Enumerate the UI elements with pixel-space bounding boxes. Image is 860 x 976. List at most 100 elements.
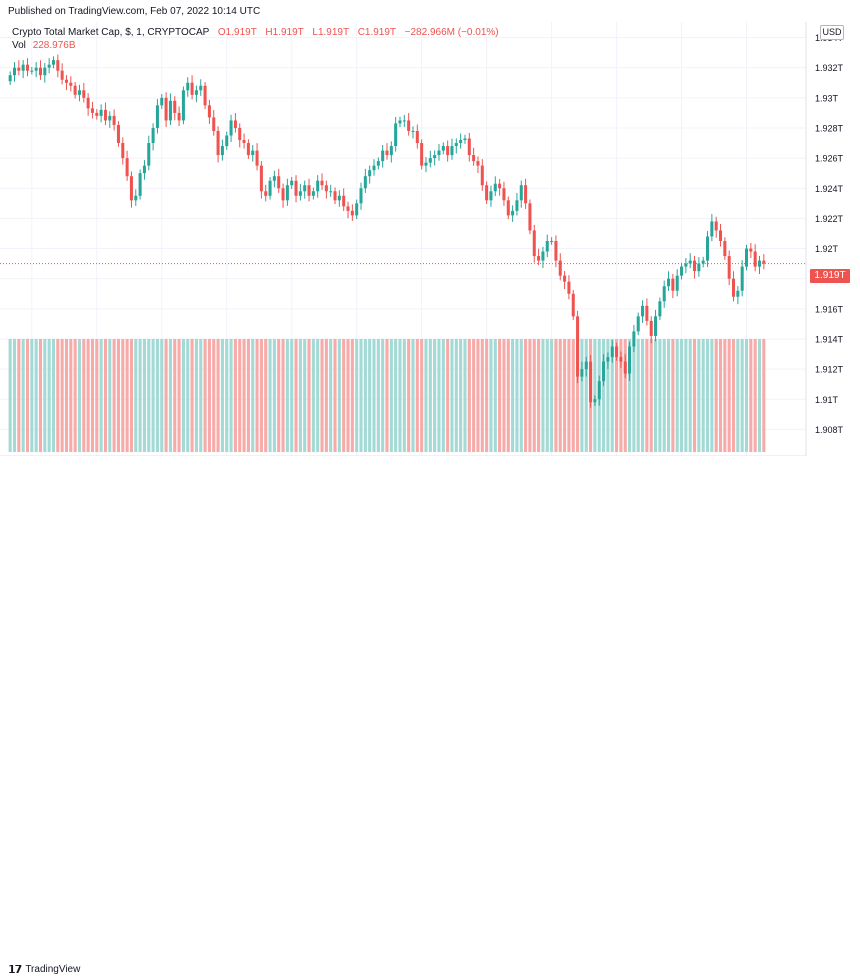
candle-body[interactable] <box>420 143 424 166</box>
candle-body[interactable] <box>749 248 753 252</box>
candle-body[interactable] <box>142 165 146 174</box>
candle-body[interactable] <box>450 146 454 156</box>
candle-body[interactable] <box>623 361 627 374</box>
candle-body[interactable] <box>554 241 558 261</box>
candle-body[interactable] <box>636 316 640 332</box>
candle-body[interactable] <box>693 260 697 272</box>
candle-body[interactable] <box>90 108 94 113</box>
candle-body[interactable] <box>8 75 12 82</box>
candle-body[interactable] <box>194 90 198 95</box>
candle-body[interactable] <box>654 316 658 336</box>
candle-body[interactable] <box>60 70 64 80</box>
candle-body[interactable] <box>121 143 125 159</box>
candle-body[interactable] <box>545 241 549 252</box>
candle-body[interactable] <box>69 82 73 86</box>
candle-body[interactable] <box>498 183 502 189</box>
candle-body[interactable] <box>21 64 25 71</box>
candle-body[interactable] <box>441 146 445 151</box>
candle-body[interactable] <box>268 180 272 196</box>
candle-body[interactable] <box>77 90 81 95</box>
candle-body[interactable] <box>350 210 354 216</box>
candle-body[interactable] <box>108 115 112 121</box>
candle-body[interactable] <box>129 176 133 201</box>
candle-body[interactable] <box>324 185 328 192</box>
candle-body[interactable] <box>649 320 653 336</box>
candle-body[interactable] <box>476 161 480 166</box>
candle-body[interactable] <box>329 191 333 193</box>
candle-body[interactable] <box>34 67 38 71</box>
candle-body[interactable] <box>376 161 380 166</box>
candle-body[interactable] <box>550 241 554 242</box>
candle-body[interactable] <box>727 256 731 279</box>
candle-body[interactable] <box>246 143 250 156</box>
candle-body[interactable] <box>667 278 671 287</box>
candle-body[interactable] <box>186 82 190 91</box>
candle-body[interactable] <box>563 275 567 282</box>
candle-body[interactable] <box>446 146 450 156</box>
candle-body[interactable] <box>658 301 662 317</box>
candle-body[interactable] <box>30 70 34 72</box>
candle-body[interactable] <box>389 146 393 156</box>
candle-body[interactable] <box>255 150 259 166</box>
brand[interactable]: 𝟭𝟳 TradingView <box>8 963 80 976</box>
candles[interactable] <box>8 54 766 408</box>
candle-body[interactable] <box>589 361 593 403</box>
candle-body[interactable] <box>64 79 68 83</box>
candle-body[interactable] <box>307 185 311 196</box>
candle-body[interactable] <box>541 251 545 261</box>
candle-body[interactable] <box>220 146 224 156</box>
candle-body[interactable] <box>537 256 541 261</box>
candle-body[interactable] <box>493 183 497 192</box>
candle-body[interactable] <box>320 180 324 186</box>
candle-body[interactable] <box>164 97 168 121</box>
candle-body[interactable] <box>394 123 398 147</box>
candle-body[interactable] <box>363 176 367 189</box>
candle-body[interactable] <box>125 158 129 177</box>
candle-body[interactable] <box>463 138 467 141</box>
candle-body[interactable] <box>671 278 675 291</box>
candle-body[interactable] <box>17 67 21 71</box>
candle-body[interactable] <box>12 67 17 76</box>
candle-body[interactable] <box>402 120 406 122</box>
candle-body[interactable] <box>524 185 528 204</box>
candle-body[interactable] <box>571 293 575 317</box>
candle-body[interactable] <box>342 195 346 207</box>
candle-body[interactable] <box>355 203 359 216</box>
candle-body[interactable] <box>86 97 90 109</box>
candle-body[interactable] <box>628 346 632 374</box>
candle-body[interactable] <box>489 191 493 201</box>
candle-body[interactable] <box>251 150 255 156</box>
price-chart[interactable]: 1.934T1.932T1.93T1.928T1.926T1.924T1.922… <box>0 22 860 471</box>
candle-body[interactable] <box>216 130 220 156</box>
candle-body[interactable] <box>459 140 463 144</box>
candle-body[interactable] <box>281 188 285 201</box>
candle-body[interactable] <box>454 143 458 147</box>
candle-body[interactable] <box>207 105 211 118</box>
candle-body[interactable] <box>51 60 55 65</box>
candle-body[interactable] <box>168 100 172 121</box>
candle-body[interactable] <box>684 263 688 267</box>
candle-body[interactable] <box>641 305 645 317</box>
candle-body[interactable] <box>433 155 437 159</box>
candle-body[interactable] <box>285 185 289 201</box>
candle-body[interactable] <box>82 90 86 98</box>
candle-body[interactable] <box>177 112 181 121</box>
candle-body[interactable] <box>411 130 415 132</box>
candle-body[interactable] <box>359 188 363 204</box>
candle-body[interactable] <box>43 67 47 76</box>
candle-body[interactable] <box>116 124 120 144</box>
candle-body[interactable] <box>736 290 740 297</box>
candle-body[interactable] <box>506 200 510 216</box>
candle-body[interactable] <box>437 150 441 156</box>
candle-body[interactable] <box>303 185 307 192</box>
candle-body[interactable] <box>593 399 597 403</box>
candle-body[interactable] <box>701 260 705 264</box>
candle-body[interactable] <box>25 64 30 71</box>
candle-body[interactable] <box>762 260 766 264</box>
candle-body[interactable] <box>229 120 233 136</box>
candle-body[interactable] <box>480 165 484 186</box>
candle-body[interactable] <box>744 248 749 267</box>
candle-body[interactable] <box>316 180 320 192</box>
candle-body[interactable] <box>233 120 237 128</box>
candle-body[interactable] <box>580 369 584 377</box>
